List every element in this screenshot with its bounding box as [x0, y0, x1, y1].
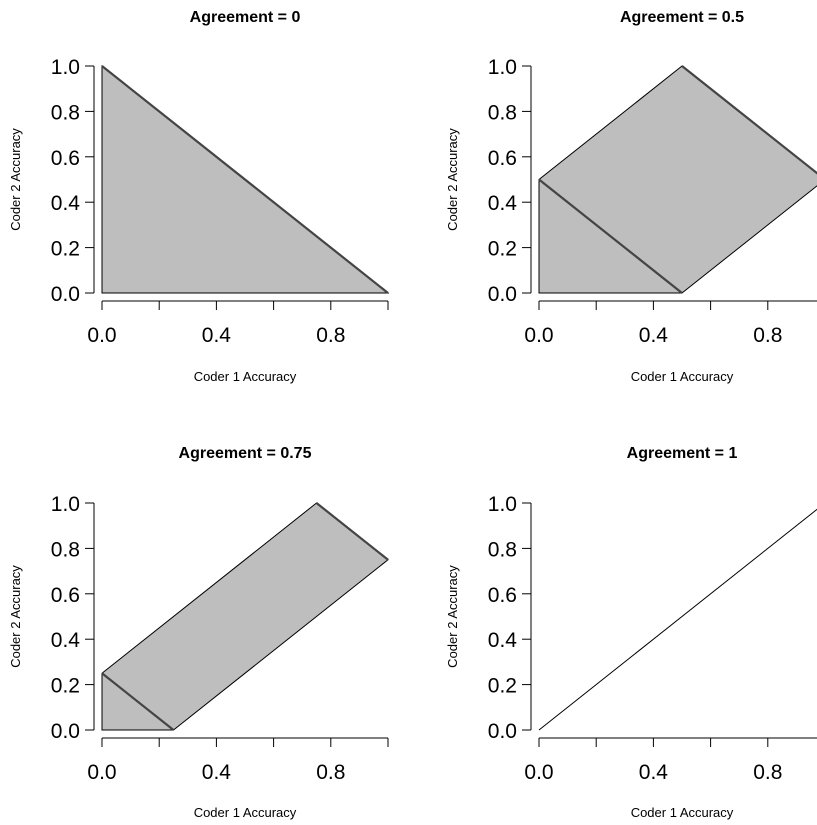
x-tick-label: 0.8 [316, 324, 345, 347]
x-tick-label: 0.4 [202, 761, 232, 784]
x-tick-label: 0.8 [316, 761, 345, 784]
x-axis-label: Coder 1 Accuracy [631, 369, 734, 384]
y-tick-label: 0.4 [488, 192, 518, 215]
panel-title: Agreement = 0 [190, 9, 301, 26]
chart-panel-4: Agreement = 1 0.0 0.4 0.8 0.0 0.2 0.4 0.6 0.8 1.0… [445, 445, 817, 820]
y-tick-label: 0.4 [51, 629, 81, 652]
y-tick-label: 0.6 [488, 147, 517, 170]
y-axis-label: Coder 2 Accuracy [445, 128, 460, 231]
boundary-line-1 [101, 672, 175, 731]
y-tick-label: 1.0 [51, 56, 80, 79]
x-axis-label: Coder 1 Accuracy [631, 805, 734, 820]
y-axis-label: Coder 2 Accuracy [8, 565, 23, 668]
x-tick-label: 0.0 [87, 761, 116, 784]
y-axis-label: Coder 2 Accuracy [8, 128, 23, 231]
feasible-region [538, 65, 817, 294]
y-tick-label: 0.2 [488, 238, 517, 261]
y-tick-label: 0.0 [488, 283, 517, 306]
boundary-line-1 [538, 178, 683, 294]
y-tick-label: 1.0 [51, 493, 80, 516]
y-tick-label: 0.6 [51, 584, 80, 607]
x-tick-label: 0.0 [524, 761, 553, 784]
boundary-line-1 [538, 508, 817, 731]
x-axis-label: Coder 1 Accuracy [194, 369, 297, 384]
boundary-line-2 [681, 65, 817, 175]
feasible-region [101, 502, 389, 731]
x-tick-label: 0.8 [753, 761, 782, 784]
y-tick-label: 0.6 [51, 147, 80, 170]
x-tick-label: 0.4 [202, 324, 232, 347]
y-tick-label: 0.8 [488, 538, 517, 561]
y-tick-label: 1.0 [488, 493, 517, 516]
y-tick-label: 0.2 [51, 675, 80, 698]
boundary-line-1 [101, 65, 389, 294]
y-tick-label: 0.4 [488, 629, 518, 652]
chart-panel-1: Agreement = 0 0.0 0.4 0.8 0.0 0.2 0.4 0.6 0.8 1.0… [8, 9, 390, 384]
x-tick-label: 0.4 [639, 324, 669, 347]
y-tick-label: 0.8 [51, 101, 80, 124]
x-tick-label: 0.0 [524, 324, 553, 347]
boundary-line-2 [315, 502, 389, 561]
y-tick-label: 0.2 [51, 238, 80, 261]
x-tick-label: 0.8 [753, 324, 782, 347]
y-tick-label: 0.6 [488, 584, 517, 607]
y-tick-label: 0.0 [51, 283, 80, 306]
x-axis-label: Coder 1 Accuracy [194, 805, 297, 820]
chart-panel-3: Agreement = 0.75 0.0 0.4 0.8 0.0 0.2 0.4 0.6 0.8… [8, 445, 389, 820]
panel-title: Agreement = 0.5 [620, 9, 744, 26]
y-tick-label: 0.4 [51, 192, 81, 215]
y-tick-label: 0.0 [51, 720, 80, 743]
y-tick-label: 0.8 [488, 101, 517, 124]
y-tick-label: 0.2 [488, 675, 517, 698]
panel-title: Agreement = 1 [627, 445, 738, 462]
y-tick-label: 0.0 [488, 720, 517, 743]
y-tick-label: 1.0 [488, 56, 517, 79]
y-tick-label: 0.8 [51, 538, 80, 561]
x-tick-label: 0.0 [87, 324, 116, 347]
y-axis-label: Coder 2 Accuracy [445, 565, 460, 668]
x-tick-label: 0.4 [639, 761, 669, 784]
chart-panel-2: Agreement = 0.5 0.0 0.4 0.8 0.0 0.2 0.4 0.6 0.8 1… [445, 9, 817, 384]
panel-title: Agreement = 0.75 [179, 445, 312, 462]
